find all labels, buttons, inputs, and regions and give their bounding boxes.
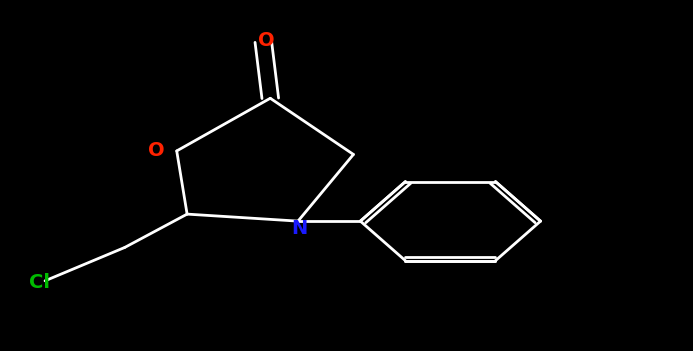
Text: O: O — [148, 141, 164, 160]
Text: Cl: Cl — [29, 273, 50, 292]
Text: N: N — [291, 219, 308, 238]
Text: O: O — [258, 31, 275, 50]
